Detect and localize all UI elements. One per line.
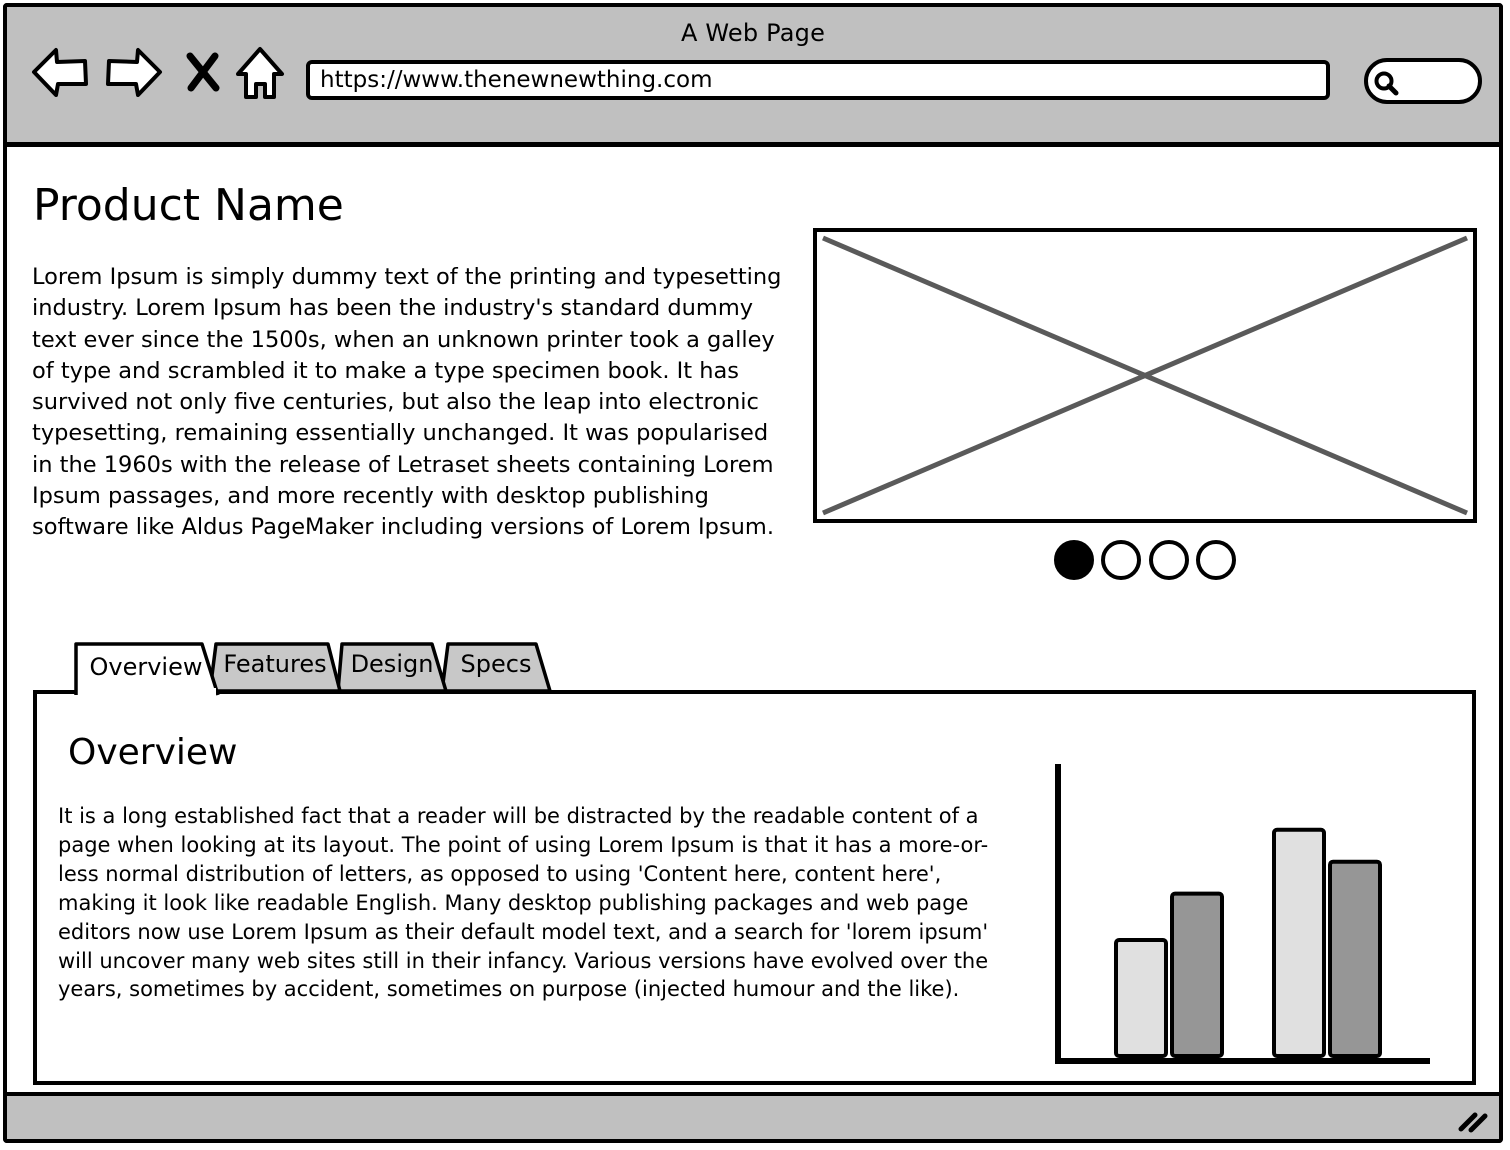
chart-bar [1114,938,1168,1058]
panel-text: It is a long established fact that a rea… [58,804,989,1002]
carousel-dot[interactable] [1149,540,1189,580]
status-bar [3,1092,1503,1143]
carousel-indicators [1054,540,1236,580]
image-placeholder [813,228,1477,523]
url-input[interactable] [310,64,1326,96]
tab-features[interactable]: Features [208,642,342,692]
url-bar[interactable] [306,60,1330,100]
tab-specs[interactable]: Specs [440,642,552,692]
chart-bar [1170,891,1224,1058]
tab-overview-label: Overview [89,653,203,681]
panel-title: Overview [68,732,238,773]
window-title: A Web Page [680,19,826,47]
tab-panel [33,690,1476,1085]
tab-features-label: Features [223,650,327,678]
back-arrow-icon[interactable] [30,44,90,100]
forward-arrow-icon[interactable] [104,44,164,100]
carousel-dot[interactable] [1196,540,1236,580]
close-icon[interactable] [184,52,222,92]
bar-chart [1055,764,1430,1064]
carousel-dot-active[interactable] [1054,540,1094,580]
search-box[interactable] [1364,58,1482,104]
tab-overview[interactable]: Overview [72,642,220,696]
tab-design-label: Design [350,650,434,678]
tab-features-shape [208,642,342,692]
tab-design-shape [336,642,448,692]
chart-axes [1055,764,1430,1064]
tab-specs-label: Specs [460,650,532,678]
image-placeholder-cross [822,235,1468,516]
chart-bar [1272,827,1326,1058]
tab-specs-shape [440,642,552,692]
carousel-dot[interactable] [1101,540,1141,580]
resize-grip-icon[interactable] [1457,1111,1489,1133]
product-title: Product Name [33,180,344,231]
product-description: Lorem Ipsum is simply dummy text of the … [32,264,782,541]
home-icon[interactable] [234,44,286,102]
search-icon[interactable] [1372,69,1400,97]
tab-overview-shape [74,642,220,696]
chart-bar [1328,859,1382,1058]
tab-design[interactable]: Design [336,642,448,692]
